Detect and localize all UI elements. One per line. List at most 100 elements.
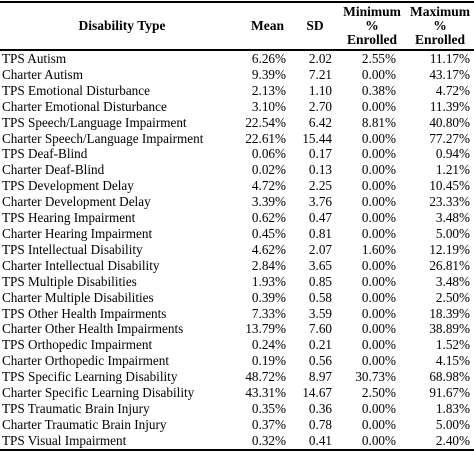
cell-sd: 0.47 — [308, 210, 332, 226]
cell-disability-type: Charter Hearing Impairment — [2, 225, 153, 241]
cell-disability-type: TPS Hearing Impairment — [2, 210, 136, 226]
cell-minimum-enrolled: 2.55% — [361, 51, 396, 66]
cell-sd: 2.25 — [308, 178, 332, 194]
cell-mean: 2.13% — [251, 82, 286, 98]
table-row: TPS Speech/Language Impairment 22.54% 6.42… — [0, 115, 474, 131]
cell-minimum-enrolled: 0.00% — [361, 225, 396, 241]
cell-mean: 1.93% — [251, 273, 286, 289]
cell-minimum-enrolled: 0.00% — [361, 273, 396, 289]
header-max-line-3: Enrolled — [414, 32, 465, 47]
table-row: Charter Speech/Language Impairment 22.61%… — [0, 131, 474, 147]
cell-sd: 3.76 — [308, 194, 332, 210]
cell-maximum-enrolled: 2.40% — [435, 432, 470, 448]
cell-disability-type: TPS Development Delay — [2, 178, 134, 194]
cell-maximum-enrolled: 2.50% — [435, 289, 470, 305]
cell-minimum-enrolled: 0.00% — [361, 66, 396, 82]
header-sd: SD — [306, 18, 324, 33]
header-minimum-enrolled: Minimum % Enrolled — [338, 2, 406, 50]
cell-minimum-enrolled: 1.60% — [361, 241, 396, 257]
cell-sd: 0.41 — [308, 432, 332, 448]
cell-sd: 0.17 — [308, 146, 332, 162]
cell-maximum-enrolled: 18.39% — [429, 305, 470, 321]
table-header: Disability Type Mean SD Minimum % Enroll… — [0, 2, 474, 50]
table-row: TPS Autism 6.26% 2.02 2.55% 11.17% — [0, 50, 474, 67]
cell-maximum-enrolled: 4.15% — [435, 353, 470, 369]
cell-mean: 7.33% — [251, 305, 286, 321]
cell-minimum-enrolled: 0.00% — [361, 289, 396, 305]
cell-mean: 0.62% — [251, 210, 286, 226]
cell-sd: 0.81 — [308, 225, 332, 241]
table-row: Charter Multiple Disabilities 0.39% 0.58 0.… — [0, 290, 474, 306]
cell-disability-type: Charter Deaf-Blind — [2, 162, 105, 178]
cell-minimum-enrolled: 0.00% — [361, 305, 396, 321]
cell-sd: 2.02 — [308, 51, 332, 66]
cell-maximum-enrolled: 1.21% — [435, 162, 470, 178]
cell-maximum-enrolled: 5.00% — [435, 416, 470, 432]
cell-disability-type: Charter Speech/Language Impairment — [2, 130, 204, 146]
cell-mean: 2.84% — [251, 257, 286, 273]
cell-disability-type: Charter Orthopedic Impairment — [2, 353, 169, 369]
cell-sd: 3.59 — [308, 305, 332, 321]
header-max-line-2: % — [433, 18, 447, 33]
cell-minimum-enrolled: 0.00% — [361, 337, 396, 353]
cell-minimum-enrolled: 30.73% — [355, 369, 396, 385]
table-row: Charter Intellectual Disability 2.84% 3.65… — [0, 258, 474, 274]
cell-maximum-enrolled: 1.83% — [435, 400, 470, 416]
cell-sd: 1.10 — [308, 82, 332, 98]
cell-disability-type: Charter Development Delay — [2, 194, 151, 210]
table-row: Charter Traumatic Brain Injury 0.37% 0.78 0… — [0, 417, 474, 433]
cell-maximum-enrolled: 11.17% — [429, 51, 470, 66]
cell-mean: 0.45% — [251, 225, 286, 241]
cell-sd: 8.97 — [308, 369, 332, 385]
cell-mean: 6.26% — [251, 51, 286, 66]
cell-minimum-enrolled: 8.81% — [361, 114, 396, 130]
cell-sd: 0.85 — [308, 273, 332, 289]
table-row: Charter Specific Learning Disability 43.3… — [0, 385, 474, 401]
table-row: TPS Multiple Disabilities 1.93% 0.85 0.00% 3… — [0, 274, 474, 290]
cell-mean: 22.61% — [245, 130, 286, 146]
cell-mean: 0.24% — [251, 337, 286, 353]
table-row: TPS Specific Learning Disability 48.72% 8.… — [0, 369, 474, 385]
cell-sd: 0.58 — [308, 289, 332, 305]
cell-maximum-enrolled: 3.48% — [435, 210, 470, 226]
cell-disability-type: Charter Autism — [2, 66, 83, 82]
cell-mean: 0.02% — [251, 162, 286, 178]
cell-minimum-enrolled: 0.00% — [361, 432, 396, 448]
cell-mean: 4.62% — [251, 241, 286, 257]
cell-maximum-enrolled: 77.27% — [429, 130, 470, 146]
cell-maximum-enrolled: 23.33% — [429, 194, 470, 210]
table-row: Charter Emotional Disturbance 3.10% 2.70 0.… — [0, 99, 474, 115]
cell-minimum-enrolled: 0.00% — [361, 416, 396, 432]
cell-sd: 0.78 — [308, 416, 332, 432]
table-row: Charter Deaf-Blind 0.02% 0.13 0.00% 1.21% — [0, 162, 474, 178]
cell-mean: 0.39% — [251, 289, 286, 305]
cell-minimum-enrolled: 0.00% — [361, 210, 396, 226]
header-min-line-1: Minimum — [343, 4, 401, 19]
cell-minimum-enrolled: 0.00% — [361, 130, 396, 146]
cell-mean: 0.32% — [251, 432, 286, 448]
cell-minimum-enrolled: 0.00% — [361, 162, 396, 178]
cell-sd: 0.36 — [308, 400, 332, 416]
cell-mean: 9.39% — [251, 66, 286, 82]
cell-mean: 3.39% — [251, 194, 286, 210]
cell-sd: 0.21 — [308, 337, 332, 353]
cell-minimum-enrolled: 0.00% — [361, 321, 396, 337]
cell-mean: 0.35% — [251, 400, 286, 416]
cell-maximum-enrolled: 1.52% — [435, 337, 470, 353]
table-body: TPS Autism 6.26% 2.02 2.55% 11.17% Charter Au… — [0, 50, 474, 450]
cell-minimum-enrolled: 0.00% — [361, 257, 396, 273]
cell-sd: 15.44 — [302, 130, 332, 146]
cell-disability-type: Charter Emotional Disturbance — [2, 98, 167, 114]
cell-maximum-enrolled: 10.45% — [429, 178, 470, 194]
cell-minimum-enrolled: 0.00% — [361, 146, 396, 162]
cell-sd: 7.21 — [308, 66, 332, 82]
cell-disability-type: Charter Multiple Disabilities — [2, 289, 154, 305]
cell-disability-type: TPS Orthopedic Impairment — [2, 337, 153, 353]
cell-mean: 3.10% — [251, 98, 286, 114]
table-row: TPS Intellectual Disability 4.62% 2.07 1.60… — [0, 242, 474, 258]
table-row: TPS Visual Impairment 0.32% 0.41 0.00% 2.40% — [0, 433, 474, 450]
cell-maximum-enrolled: 40.80% — [429, 114, 470, 130]
cell-sd: 2.70 — [308, 98, 332, 114]
cell-minimum-enrolled: 0.00% — [361, 353, 396, 369]
cell-mean: 13.79% — [245, 321, 286, 337]
